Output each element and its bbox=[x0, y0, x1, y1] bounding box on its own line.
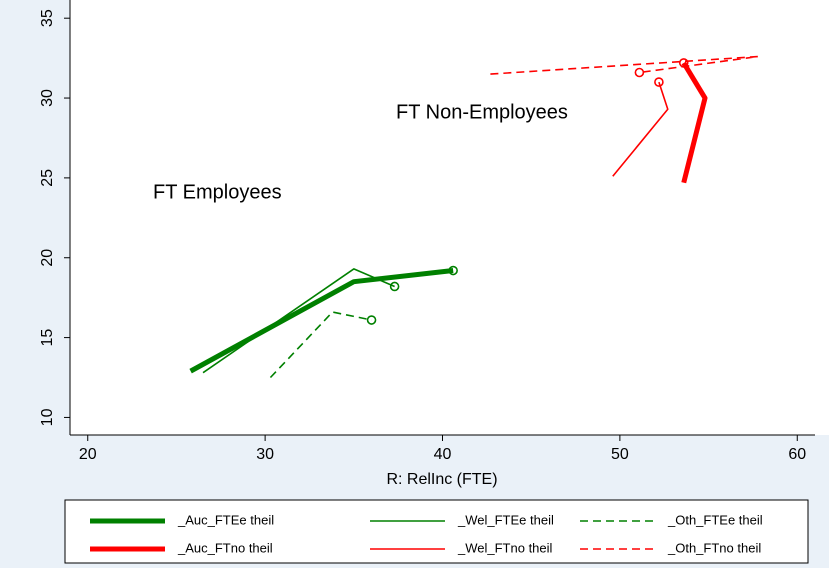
legend bbox=[64, 499, 809, 564]
series-line bbox=[189, 268, 454, 374]
end-marker bbox=[448, 265, 458, 276]
annotation: FT Non-Employees bbox=[396, 101, 568, 123]
y-tick-label: 25 bbox=[39, 169, 56, 187]
x-tick-label: 30 bbox=[256, 446, 274, 463]
end-marker bbox=[366, 315, 377, 325]
x-tick-label: 60 bbox=[788, 446, 806, 463]
annotation: FT Employees bbox=[153, 181, 282, 203]
y-tick-label: 20 bbox=[39, 249, 56, 267]
legend-label: _Auc_FTno theil bbox=[177, 540, 273, 555]
series-line bbox=[269, 311, 372, 379]
x-tick-label: 40 bbox=[434, 446, 452, 463]
y-tick-label: 15 bbox=[39, 329, 56, 347]
series-line bbox=[612, 81, 669, 177]
x-tick-label: 20 bbox=[79, 446, 97, 463]
x-tick-label: 50 bbox=[611, 446, 629, 463]
series-line bbox=[202, 268, 395, 374]
y-tick-label: 35 bbox=[39, 9, 56, 27]
y-tick-label: 10 bbox=[39, 408, 56, 426]
x-axis-label: R: RelInc (FTE) bbox=[386, 471, 497, 488]
legend-label: _Auc_FTEe theil bbox=[177, 512, 274, 527]
end-marker bbox=[634, 67, 645, 78]
plot-area bbox=[70, 0, 829, 435]
y-tick-label: 30 bbox=[39, 89, 56, 107]
end-marker bbox=[389, 281, 400, 292]
legend-label: _Oth_FTno theil bbox=[667, 540, 761, 555]
legend-label: _Oth_FTEe theil bbox=[667, 512, 763, 527]
legend-label: _Wel_FTno theil bbox=[457, 540, 553, 555]
legend-label: _Wel_FTEe theil bbox=[457, 512, 554, 527]
end-marker bbox=[654, 77, 664, 87]
series-line bbox=[681, 61, 708, 184]
